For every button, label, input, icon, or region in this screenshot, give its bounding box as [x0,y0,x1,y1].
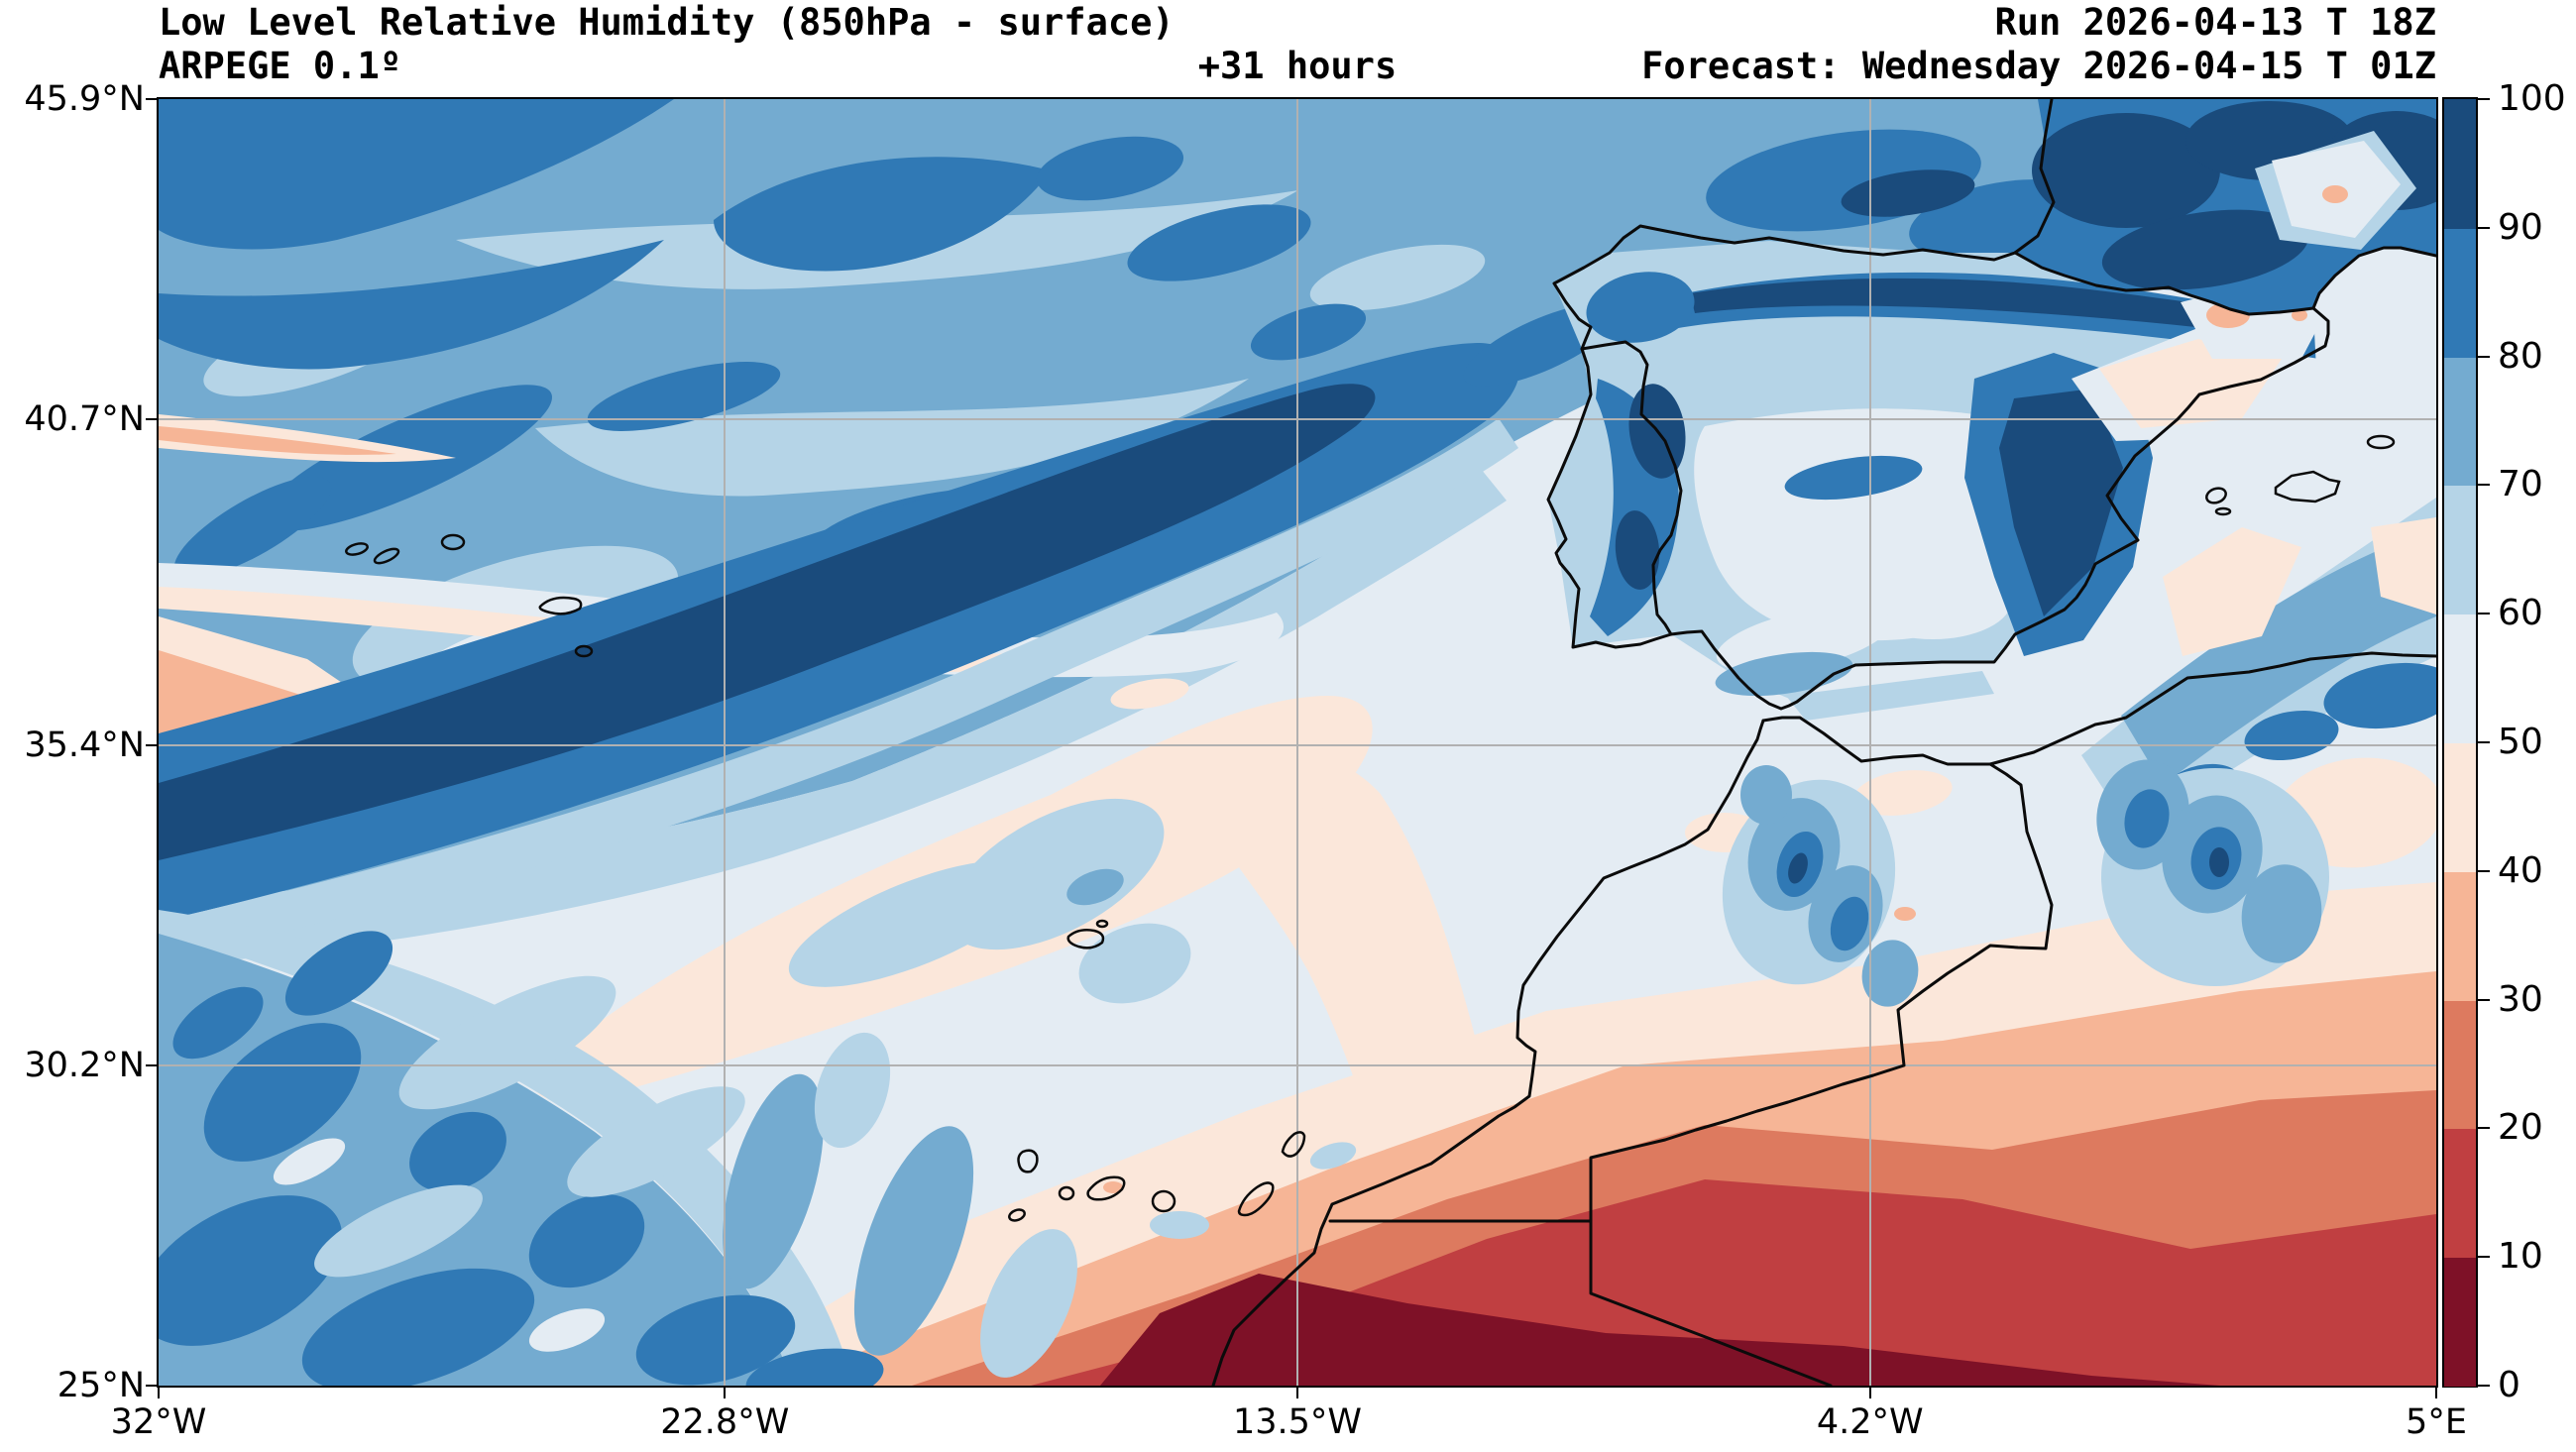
humidity-contour-map [159,99,2436,1386]
colorbar-tick-mark [2478,613,2490,615]
colorbar-tick-label: 40 [2498,849,2543,891]
colorbar-tick-mark [2478,1256,2490,1259]
y-tick-mark [146,1385,159,1387]
colorbar-tick-mark [2478,484,2490,487]
x-tick-label: 13.5°W [1232,1402,1363,1442]
colorbar-segment-20-30 [2444,999,2476,1130]
x-tick-mark [2435,1386,2437,1398]
map-plot-area [157,97,2438,1388]
colorbar-tick-label: 30 [2498,978,2543,1020]
colorbar-tick-label: 10 [2498,1236,2543,1278]
colorbar-segment-70-80 [2444,356,2476,487]
colorbar-tick-mark [2478,355,2490,358]
x-tick-mark [158,1386,160,1398]
y-tick-label: 45.9°N [24,79,145,119]
y-tick-mark [146,417,159,420]
x-tick-mark [1296,1386,1298,1398]
colorbar-segment-90-100 [2444,99,2476,229]
colorbar-segment-40-50 [2444,742,2476,872]
y-tick-mark [146,1064,159,1067]
colorbar-tick-label: 100 [2498,78,2566,119]
x-tick-mark [724,1386,727,1398]
y-tick-label: 40.7°N [24,398,145,439]
colorbar-tick-mark [2478,1127,2490,1130]
colorbar-tick-label: 0 [2498,1365,2520,1405]
y-tick-mark [146,744,159,747]
colorbar-tick-label: 90 [2498,206,2543,248]
chart-title: Low Level Relative Humidity (850hPa - su… [159,1,1175,44]
colorbar-tick-mark [2478,869,2490,872]
colorbar-tick-mark [2478,1385,2490,1387]
lead-time-label: +31 hours [1197,45,1398,87]
colorbar-segment-60-70 [2444,485,2476,615]
model-label: ARPEGE 0.1º [159,45,402,87]
colorbar-tick-label: 20 [2498,1107,2543,1149]
y-tick-label: 35.4°N [24,726,145,766]
coastlines [1211,99,2436,1386]
colorbar-segment-80-90 [2444,227,2476,358]
colorbar-tick-label: 80 [2498,335,2543,377]
x-tick-label: 22.8°W [660,1402,790,1442]
colorbar-segment-30-40 [2444,870,2476,1001]
colorbar-tick-label: 60 [2498,593,2543,634]
y-tick-label: 30.2°N [24,1046,145,1086]
colorbar-segment-0-10 [2444,1257,2476,1387]
colorbar-tick-label: 70 [2498,464,2543,505]
colorbar-segment-50-60 [2444,614,2476,743]
colorbar-tick-mark [2478,998,2490,1001]
forecast-label: Forecast: Wednesday 2026-04-15 T 01Z [1641,45,2436,87]
x-tick-label: 5°E [2406,1402,2467,1442]
y-tick-label: 25°N [56,1366,145,1405]
x-tick-label: 4.2°W [1816,1402,1924,1442]
x-tick-mark [1868,1386,1871,1398]
colorbar-tick-mark [2478,741,2490,743]
islands [345,434,2396,1222]
colorbar-segment-10-20 [2444,1128,2476,1259]
grid-lines [159,99,2436,1386]
colorbar [2442,97,2478,1388]
y-tick-mark [146,98,159,100]
colorbar-tick-label: 50 [2498,722,2543,762]
x-tick-label: 32°W [110,1402,207,1442]
run-label: Run 2026-04-13 T 18Z [1994,1,2436,44]
colorbar-tick-mark [2478,98,2490,100]
colorbar-tick-mark [2478,226,2490,229]
